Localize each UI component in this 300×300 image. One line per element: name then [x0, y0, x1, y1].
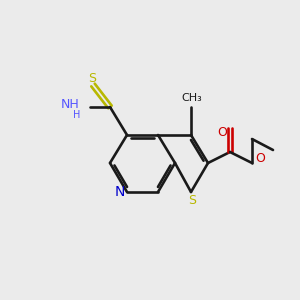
Text: CH₃: CH₃ [182, 93, 203, 103]
Text: S: S [88, 71, 96, 85]
Text: N: N [115, 185, 125, 199]
Text: NH: NH [61, 98, 80, 110]
Text: S: S [188, 194, 196, 206]
Text: O: O [255, 152, 265, 164]
Text: H: H [73, 110, 80, 120]
Text: O: O [217, 127, 227, 140]
